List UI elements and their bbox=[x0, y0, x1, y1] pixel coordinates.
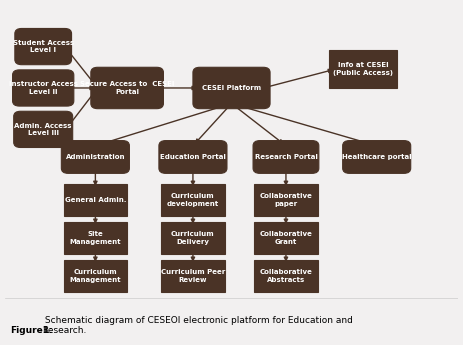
Text: Administration: Administration bbox=[66, 154, 125, 160]
Text: Student Access
Level I: Student Access Level I bbox=[13, 40, 74, 53]
FancyBboxPatch shape bbox=[343, 141, 411, 173]
Text: Collaborative
Abstracts: Collaborative Abstracts bbox=[259, 269, 313, 283]
FancyBboxPatch shape bbox=[63, 260, 127, 293]
FancyBboxPatch shape bbox=[61, 141, 130, 173]
FancyBboxPatch shape bbox=[159, 141, 227, 173]
FancyBboxPatch shape bbox=[329, 50, 397, 88]
Text: Secure Access to  CESEI
Portal: Secure Access to CESEI Portal bbox=[80, 81, 175, 95]
FancyBboxPatch shape bbox=[254, 184, 318, 217]
Text: Curriculum
Delivery: Curriculum Delivery bbox=[171, 231, 215, 245]
FancyBboxPatch shape bbox=[161, 260, 225, 293]
FancyBboxPatch shape bbox=[63, 184, 127, 217]
Text: Curriculum Peer
Review: Curriculum Peer Review bbox=[161, 269, 225, 283]
Text: Site
Management: Site Management bbox=[69, 231, 121, 245]
Text: Healthcare portal: Healthcare portal bbox=[342, 154, 412, 160]
FancyBboxPatch shape bbox=[91, 67, 163, 109]
FancyBboxPatch shape bbox=[63, 222, 127, 255]
Text: Figure1:: Figure1: bbox=[10, 326, 53, 335]
FancyBboxPatch shape bbox=[193, 67, 270, 109]
Text: Curriculum
Management: Curriculum Management bbox=[69, 269, 121, 283]
Text: Schematic diagram of CESEOI electronic platform for Education and
Research.: Schematic diagram of CESEOI electronic p… bbox=[42, 316, 352, 335]
Text: Curriculum
development: Curriculum development bbox=[167, 194, 219, 207]
Text: General Admin.: General Admin. bbox=[65, 197, 126, 203]
Text: Research Portal: Research Portal bbox=[255, 154, 317, 160]
Text: Admin. Access
Level III: Admin. Access Level III bbox=[14, 123, 72, 136]
Text: Collaborative
paper: Collaborative paper bbox=[259, 194, 313, 207]
Text: Education Portal: Education Portal bbox=[160, 154, 226, 160]
FancyBboxPatch shape bbox=[161, 184, 225, 217]
FancyBboxPatch shape bbox=[15, 28, 72, 65]
FancyBboxPatch shape bbox=[161, 222, 225, 255]
Text: Info at CESEI
(Public Access): Info at CESEI (Public Access) bbox=[333, 62, 393, 76]
FancyBboxPatch shape bbox=[253, 141, 319, 173]
FancyBboxPatch shape bbox=[13, 70, 74, 106]
FancyBboxPatch shape bbox=[254, 260, 318, 293]
FancyBboxPatch shape bbox=[14, 111, 73, 148]
Text: Instructor Access
Level II: Instructor Access Level II bbox=[9, 81, 78, 95]
Text: CESEI Platform: CESEI Platform bbox=[202, 85, 261, 91]
Text: Collaborative
Grant: Collaborative Grant bbox=[259, 231, 313, 245]
FancyBboxPatch shape bbox=[254, 222, 318, 255]
